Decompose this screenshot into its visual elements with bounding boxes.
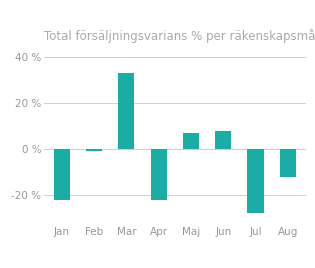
Bar (86, 149, 102, 151)
Bar (215, 131, 231, 149)
Bar (118, 73, 135, 149)
Bar (280, 149, 296, 177)
Bar (151, 149, 167, 199)
Bar (248, 149, 264, 213)
Bar (183, 133, 199, 149)
Text: Total försäljningsvarians % per räkenskapsmånad: Total försäljningsvarians % per räkenska… (44, 29, 315, 43)
Bar (54, 149, 70, 199)
